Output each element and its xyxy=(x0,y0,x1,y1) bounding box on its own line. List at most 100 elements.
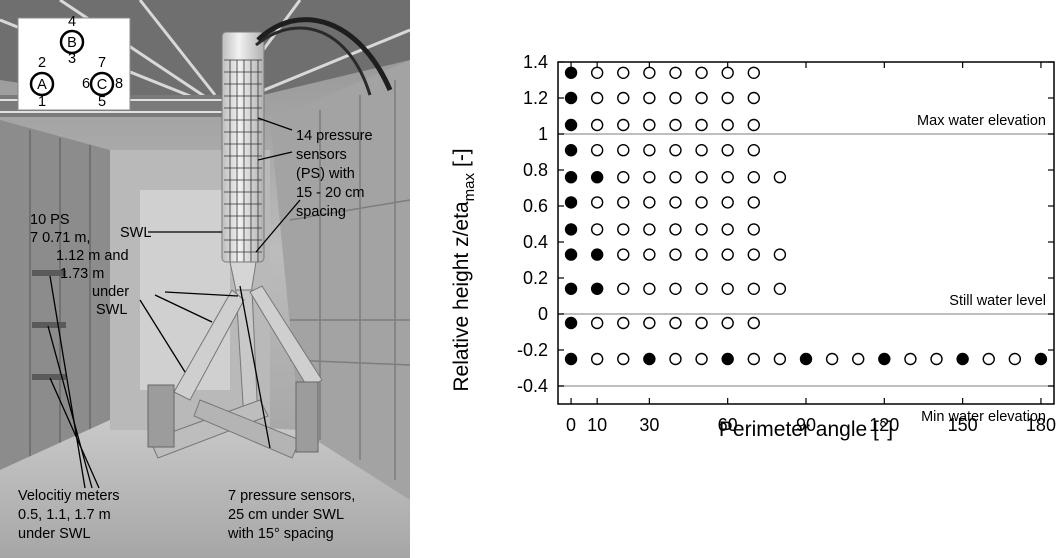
sensor-point-active xyxy=(564,170,578,184)
sensor-point-inactive xyxy=(643,223,656,236)
y-tick-label: -0.2 xyxy=(517,340,548,360)
sensor-point-inactive xyxy=(747,248,760,261)
sensor-point-inactive xyxy=(747,282,760,295)
sensor-position-chart: 1.4 1.2 1 0.8 0.6 0.4 0.2 0 -0.2 -0.4 0 10 30 60 90 12… xyxy=(450,52,1056,441)
pressure-7-label: 7 pressure sensors, 25 cm under SWL with… xyxy=(227,488,359,542)
sensor-point-inactive xyxy=(747,170,760,184)
pressure-7-line: 7 pressure sensors, xyxy=(228,488,355,504)
sensor-point-inactive xyxy=(617,170,630,184)
sensor-point-active xyxy=(564,352,578,366)
sensor-point-active xyxy=(799,352,813,366)
sensor-point-inactive xyxy=(617,66,630,80)
pressure-7-line: 25 cm under SWL xyxy=(228,507,344,523)
sensor-point-inactive xyxy=(773,248,787,261)
y-tick-label: 0.6 xyxy=(523,196,548,216)
y-axis-title-sub: max xyxy=(461,173,478,202)
sensor-point-inactive xyxy=(930,352,943,366)
sensor-point-inactive xyxy=(852,352,865,366)
sensor-point-inactive xyxy=(695,91,708,105)
pressure-sensors-line: sensors xyxy=(296,147,347,163)
sensor-point-inactive xyxy=(643,66,656,80)
reference-line-label: Still water level xyxy=(949,293,1046,309)
sensor-point-inactive xyxy=(773,170,787,184)
sensor-point-inactive xyxy=(617,352,630,366)
port-label-3: 3 xyxy=(68,51,76,67)
x-tick-label: 60 xyxy=(718,415,738,435)
x-tick-label: 0 xyxy=(566,415,576,435)
sensor-point-inactive xyxy=(617,143,630,157)
sensor-point-inactive xyxy=(695,170,708,184)
test-setup-photo: B A C 4 3 2 1 7 6 8 5 14 pressure sensor… xyxy=(0,0,410,558)
cylinder-b xyxy=(59,29,85,55)
sensor-point-inactive xyxy=(643,91,656,105)
pressure-sensors-line: spacing xyxy=(296,204,346,220)
velocity-meters-line: under SWL xyxy=(18,526,91,542)
cylinder-a xyxy=(29,71,55,97)
sensor-point-active xyxy=(564,282,578,295)
sensor-point-inactive xyxy=(747,223,760,236)
cylinder-c xyxy=(89,71,115,97)
photo-annotations: 14 pressure sensors (PS) with 15 - 20 cm… xyxy=(18,128,377,542)
sensor-point-inactive xyxy=(747,66,760,80)
sensor-point-active xyxy=(721,352,734,366)
velocity-meters-line: Velocitiy meters xyxy=(18,488,120,504)
sensor-point-active xyxy=(590,170,604,184)
sensor-point-inactive xyxy=(617,282,630,295)
sensor-point-active xyxy=(564,91,578,105)
sensor-point-inactive xyxy=(590,316,604,330)
port-label-2: 2 xyxy=(38,55,46,71)
y-tick-label: 1.4 xyxy=(523,52,548,72)
port-label-8: 8 xyxy=(115,76,123,92)
sensor-point-active xyxy=(956,352,969,366)
y-axis-title-suffix: [-] xyxy=(450,148,473,167)
sensor-point-inactive xyxy=(1008,352,1022,366)
ps-10-line: 1.12 m and xyxy=(56,248,129,264)
sensor-point-inactive xyxy=(617,91,630,105)
x-axis-ticks: 0 10 30 60 90 120 150 180 xyxy=(566,62,1056,435)
sensor-point-inactive xyxy=(590,223,604,236)
sensor-point-active xyxy=(564,316,578,330)
y-tick-label: 0 xyxy=(538,304,548,324)
pressure-sensors-label: 14 pressure sensors (PS) with 15 - 20 cm… xyxy=(296,128,377,220)
sensor-point-inactive xyxy=(669,282,682,295)
sensor-point-inactive xyxy=(695,118,708,132)
velocity-meters-line: 0.5, 1.1, 1.7 m xyxy=(18,507,111,523)
ps-10-line: under xyxy=(92,284,129,300)
reference-lines xyxy=(558,133,1054,387)
cylinder-c-label: C xyxy=(97,77,107,93)
sensor-point-inactive xyxy=(773,352,787,366)
sensor-point-active xyxy=(564,248,578,261)
sensor-point-inactive xyxy=(721,316,734,330)
cylinder-layout-inset: B A C 4 3 2 1 7 6 8 5 xyxy=(17,14,131,111)
y-tick-label: 0.8 xyxy=(523,160,548,180)
sensor-point-inactive xyxy=(721,196,734,209)
ps-10-label: 10 PS 7 0.71 m, 1.12 m and 1.73 m under … xyxy=(30,212,133,318)
sensor-point-inactive xyxy=(747,91,760,105)
x-tick-label: 10 xyxy=(587,415,607,435)
y-axis-title: Relative height z/etamax [-] xyxy=(450,148,478,391)
sensor-point-active xyxy=(564,66,578,80)
sensor-point-inactive xyxy=(669,248,682,261)
y-axis-title-main: Relative height z/eta xyxy=(450,201,473,392)
sensor-point-inactive xyxy=(643,248,656,261)
sensor-point-inactive xyxy=(590,91,604,105)
cylinder-b-label: B xyxy=(67,35,77,51)
y-tick-label: 0.4 xyxy=(523,232,548,252)
sensor-point-inactive xyxy=(982,352,995,366)
sensor-point-inactive xyxy=(643,143,656,157)
sensor-point-inactive xyxy=(721,248,734,261)
ps-10-line: SWL xyxy=(96,302,127,318)
sensor-point-active xyxy=(590,248,604,261)
sensor-point-inactive xyxy=(669,143,682,157)
sensor-point-inactive xyxy=(669,316,682,330)
sensor-point-inactive xyxy=(695,223,708,236)
pressure-7-line: with 15° spacing xyxy=(227,526,334,542)
sensor-point-inactive xyxy=(643,196,656,209)
x-tick-label: 180 xyxy=(1026,415,1056,435)
sensor-point-inactive xyxy=(643,282,656,295)
tripod-structure xyxy=(147,17,393,459)
sensor-point-inactive xyxy=(721,282,734,295)
sensor-point-inactive xyxy=(695,352,708,366)
sensor-point-active xyxy=(878,352,891,366)
sensor-points xyxy=(564,66,1048,366)
